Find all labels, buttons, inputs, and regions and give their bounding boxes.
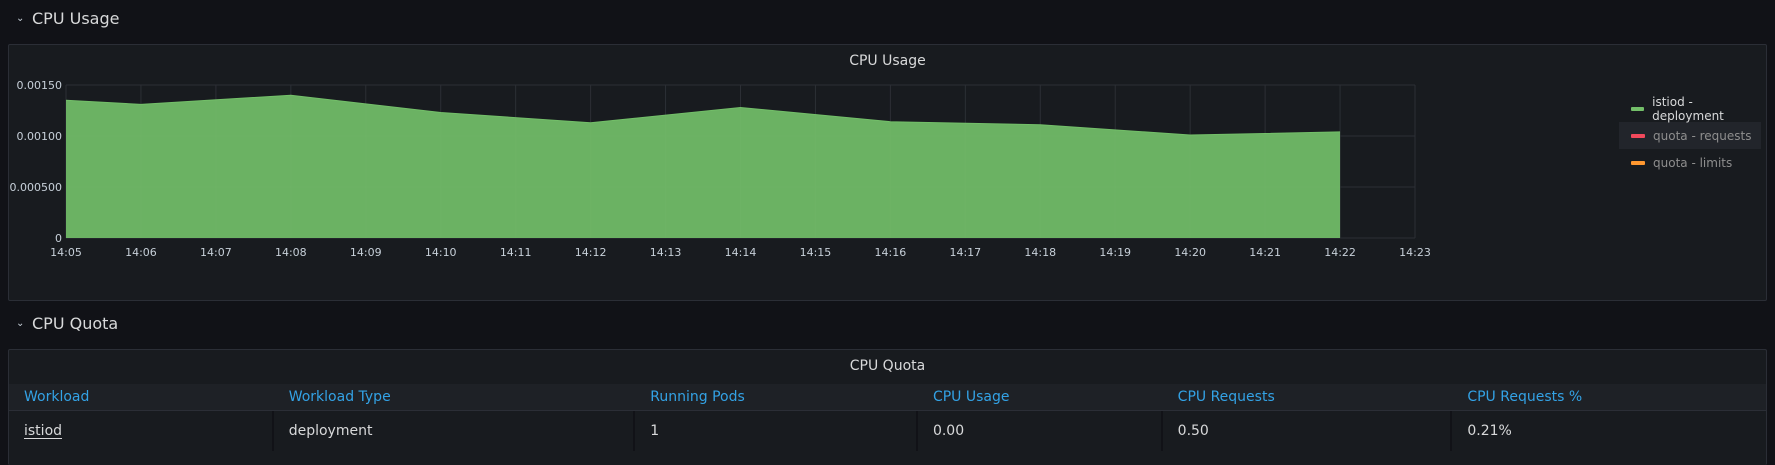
chevron-down-icon: ⌄: [16, 318, 25, 329]
chart-legend: istiod - deployment quota - requests quo…: [1619, 95, 1761, 176]
series-line: [65, 94, 1341, 136]
cell-cpu-requests-pct: 0.21%: [1467, 423, 1512, 439]
column-header-workload[interactable]: Workload: [24, 389, 90, 405]
cell-workload-type: deployment: [274, 411, 636, 451]
cell-running-pods: 1: [635, 411, 918, 451]
cell-workload: istiod: [9, 411, 274, 451]
x-tick-label: 14:23: [1399, 246, 1431, 259]
x-tick-label: 14:21: [1249, 246, 1281, 259]
quota-table: Workload Workload Type Running Pods CPU …: [9, 384, 1766, 451]
x-tick-label: 14:11: [500, 246, 532, 259]
y-tick-label: 0: [55, 232, 62, 245]
x-tick-label: 14:09: [350, 246, 382, 259]
legend-label: quota - limits: [1653, 155, 1733, 170]
legend-swatch: [1631, 133, 1645, 138]
column-header-cpu-requests-pct[interactable]: CPU Requests %: [1467, 389, 1583, 405]
x-tick-label: 14:16: [875, 246, 907, 259]
cpu-quota-panel: CPU Quota Workload Workload Type Running…: [8, 349, 1767, 465]
y-tick-label: 0.00100: [17, 130, 63, 143]
row-title: CPU Quota: [32, 314, 119, 333]
y-tick-label: 0.00150: [17, 79, 63, 92]
chevron-down-icon: ⌄: [16, 13, 25, 24]
column-header-cpu-usage[interactable]: CPU Usage: [932, 389, 1010, 405]
legend-swatch: [1631, 160, 1645, 165]
column-header-running-pods[interactable]: Running Pods: [650, 389, 745, 405]
table-header: Workload Workload Type Running Pods CPU …: [9, 384, 1766, 411]
legend-item-quota-requests[interactable]: quota - requests: [1619, 122, 1761, 149]
legend-label: istiod - deployment: [1652, 94, 1724, 123]
area-series: [66, 95, 1341, 238]
row-toggle-cpu-quota[interactable]: ⌄ CPU Quota: [16, 314, 118, 333]
x-tick-label: 14:15: [800, 246, 832, 259]
x-tick-label: 14:22: [1324, 246, 1356, 259]
y-tick-label: 0.000500: [10, 181, 63, 194]
x-tick-label: 14:06: [125, 246, 157, 259]
cpu-usage-chart[interactable]: 0 0.000500 0.00100 0.00150 14:05 14:06 14:07 14…: [9, 73, 1609, 298]
row-toggle-cpu-usage[interactable]: ⌄ CPU Usage: [16, 9, 119, 28]
x-tick-label: 14:18: [1024, 246, 1056, 259]
x-tick-label: 14:08: [275, 246, 307, 259]
column-header-cpu-requests[interactable]: CPU Requests: [1177, 389, 1275, 405]
column-header-workload-type[interactable]: Workload Type: [288, 389, 391, 405]
cell-cpu-usage: 0.00: [918, 411, 1163, 451]
table-row: istiod deployment 1 0.00 0.50 0.21%: [9, 411, 1766, 451]
x-tick-label: 14:17: [949, 246, 981, 259]
legend-item-quota-limits[interactable]: quota - limits: [1619, 149, 1761, 176]
x-tick-label: 14:07: [200, 246, 232, 259]
cell-cpu-requests: 0.50: [1163, 411, 1453, 451]
row-title: CPU Usage: [32, 9, 120, 28]
legend-swatch: [1631, 106, 1645, 111]
x-tick-label: 14:12: [575, 246, 607, 259]
legend-label: quota - requests: [1653, 128, 1752, 143]
x-tick-label: 14:20: [1174, 246, 1206, 259]
panel-title[interactable]: CPU Usage: [849, 53, 926, 69]
x-tick-label: 14:13: [650, 246, 682, 259]
cpu-usage-panel: CPU Usage 0 0.000500 0.00100 0.00150 14:05 14…: [8, 44, 1767, 301]
x-tick-label: 14:05: [50, 246, 82, 259]
legend-item-istiod-deployment[interactable]: istiod - deployment: [1619, 94, 1761, 123]
workload-link[interactable]: istiod: [24, 423, 63, 439]
x-tick-label: 14:19: [1099, 246, 1131, 259]
panel-title[interactable]: CPU Quota: [849, 358, 926, 374]
x-tick-label: 14:10: [425, 246, 457, 259]
x-tick-label: 14:14: [725, 246, 757, 259]
